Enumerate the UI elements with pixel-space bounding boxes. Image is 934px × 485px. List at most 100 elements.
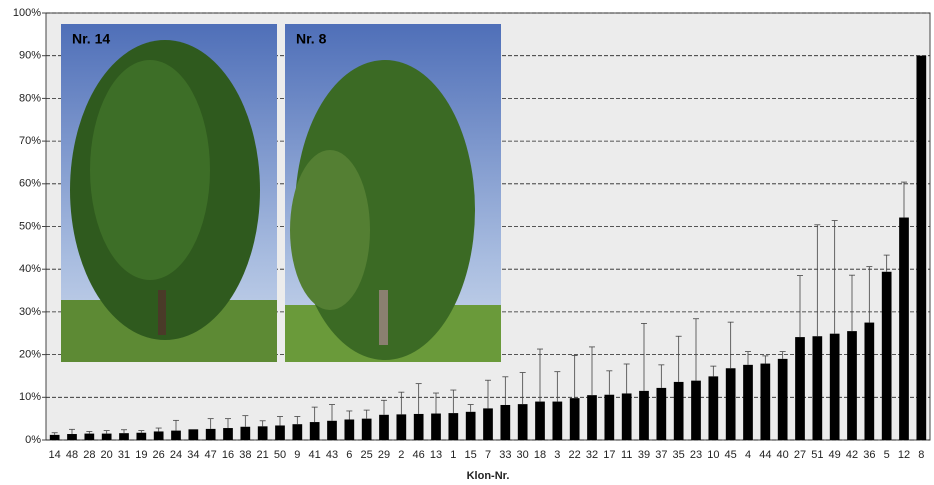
bar (258, 426, 268, 440)
x-tick-label: 49 (829, 449, 841, 461)
bar (483, 408, 493, 440)
x-tick-label: 41 (309, 449, 321, 461)
bar (743, 365, 753, 440)
x-tick-label: 11 (621, 449, 632, 461)
x-tick-label: 6 (346, 449, 352, 461)
x-axis-title: Klon-Nr. (467, 470, 510, 482)
x-tick-label: 44 (759, 449, 771, 461)
bar (275, 425, 285, 440)
bar (84, 434, 94, 440)
bar (136, 433, 146, 440)
x-tick-label: 33 (499, 449, 511, 461)
photo: Nr. 8 (285, 24, 501, 362)
x-tick-label: 8 (918, 449, 924, 461)
bar (223, 428, 233, 440)
photo-label: Nr. 14 (72, 31, 110, 47)
x-tick-label: 7 (485, 449, 491, 461)
bar (570, 398, 580, 440)
y-tick-label: 40% (19, 263, 41, 275)
bar (500, 405, 510, 440)
x-tick-label: 5 (884, 449, 890, 461)
bar (414, 414, 424, 440)
bar (778, 359, 788, 440)
x-tick-label: 28 (83, 449, 95, 461)
bar (899, 218, 909, 440)
x-tick-label: 3 (554, 449, 560, 461)
bar (448, 413, 458, 440)
bar (691, 381, 701, 440)
bar (622, 393, 632, 440)
bar (812, 336, 822, 440)
bar (240, 427, 250, 440)
bar (206, 429, 216, 440)
x-tick-label: 18 (534, 449, 546, 461)
x-tick-label: 19 (135, 449, 147, 461)
x-tick-label: 15 (465, 449, 477, 461)
x-tick-label: 14 (49, 449, 61, 461)
x-tick-label: 10 (707, 449, 719, 461)
bar (67, 434, 77, 440)
bar (344, 420, 354, 440)
x-tick-label: 50 (274, 449, 286, 461)
x-tick-label: 27 (794, 449, 806, 461)
x-tick-label: 16 (222, 449, 234, 461)
bar (552, 402, 562, 440)
y-tick-label: 90% (19, 50, 41, 62)
chart: Nr. 14 Nr. 8 Klon-Nr. 0%10%20%30%40%50%6… (0, 0, 934, 485)
x-tick-label: 21 (257, 449, 269, 461)
bar (102, 434, 112, 440)
x-tick-label: 23 (690, 449, 702, 461)
bar (535, 402, 545, 440)
x-tick-label: 39 (638, 449, 650, 461)
x-tick-label: 35 (673, 449, 685, 461)
x-tick-label: 4 (745, 449, 751, 461)
x-tick-label: 47 (205, 449, 217, 461)
bar (604, 395, 614, 440)
bar (864, 323, 874, 440)
bar (292, 424, 302, 440)
x-tick-label: 46 (413, 449, 425, 461)
x-tick-label: 1 (450, 449, 456, 461)
x-tick-label: 43 (326, 449, 338, 461)
x-tick-label: 38 (239, 449, 251, 461)
x-tick-label: 17 (603, 449, 615, 461)
bar (882, 272, 892, 440)
bar (171, 431, 181, 440)
photo-label: Nr. 8 (296, 31, 327, 47)
x-tick-label: 51 (811, 449, 823, 461)
bar (639, 391, 649, 440)
x-tick-label: 22 (569, 449, 581, 461)
y-tick-label: 0% (25, 434, 41, 446)
x-tick-label: 42 (846, 449, 858, 461)
y-tick-label: 50% (19, 220, 41, 232)
bar (362, 419, 372, 440)
y-tick-label: 10% (19, 391, 41, 403)
bar (119, 433, 129, 440)
x-tick-label: 45 (725, 449, 737, 461)
x-tick-label: 40 (777, 449, 789, 461)
bar (847, 331, 857, 440)
x-tick-label: 32 (586, 449, 598, 461)
x-tick-label: 25 (361, 449, 373, 461)
y-tick-label: 20% (19, 349, 41, 361)
y-tick-label: 80% (19, 92, 41, 104)
bar (708, 376, 718, 440)
bar (396, 414, 406, 440)
bar (674, 382, 684, 440)
y-tick-label: 70% (19, 135, 41, 147)
bar (310, 422, 320, 440)
x-tick-label: 37 (655, 449, 667, 461)
bar (518, 404, 528, 440)
bar (379, 415, 389, 440)
bar (50, 435, 60, 440)
x-tick-label: 20 (101, 449, 113, 461)
x-tick-label: 36 (863, 449, 875, 461)
bar (431, 414, 441, 440)
x-tick-label: 24 (170, 449, 182, 461)
bar (760, 364, 770, 440)
x-tick-label: 2 (398, 449, 404, 461)
bar (587, 395, 597, 440)
bar (726, 368, 736, 440)
bar (656, 388, 666, 440)
bar (466, 412, 476, 440)
